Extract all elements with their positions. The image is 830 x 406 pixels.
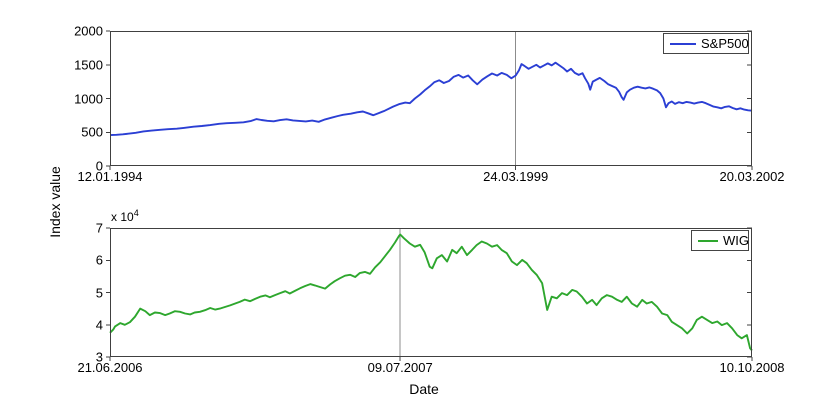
sp500-legend: S&P500 xyxy=(663,33,749,54)
sp500-legend-line-sample xyxy=(670,42,696,45)
y-axis-label: Index value xyxy=(47,166,63,238)
sp500-xtick-start: 12.01.1994 xyxy=(77,169,143,184)
sp500-subplot: 2000 1500 1000 500 0 12.01.1994 24.03.19… xyxy=(74,25,784,184)
wig-ytick-7: 7 xyxy=(95,220,103,236)
wig-xtick-marker: 09.07.2007 xyxy=(367,360,433,375)
wig-y-exponent-value: 4 xyxy=(133,208,139,218)
wig-y-exponent-prefix: x 10 xyxy=(111,210,134,224)
wig-line-chart xyxy=(106,227,753,361)
wig-legend-line-sample xyxy=(698,239,718,242)
wig-xtick-end: 10.10.2008 xyxy=(719,360,785,375)
wig-subplot: 7 6 5 4 3 21.06.2006 09.07.2007 10.10.20… xyxy=(77,222,784,375)
sp500-ytick-0: 0 xyxy=(95,158,103,174)
sp500-legend-label: S&P500 xyxy=(701,36,749,51)
sp500-xtick-marker: 24.03.1999 xyxy=(483,169,549,184)
sp500-ytick-500: 500 xyxy=(81,124,103,140)
wig-y-exponent-label: x 104 xyxy=(111,206,139,224)
wig-ytick-4: 4 xyxy=(95,317,103,333)
wig-ytick-5: 5 xyxy=(95,285,103,300)
wig-xtick-start: 21.06.2006 xyxy=(77,360,143,375)
wig-ytick-3: 3 xyxy=(95,349,103,365)
sp500-xtick-end: 20.03.2002 xyxy=(719,169,785,184)
wig-legend-label: WIG xyxy=(723,233,749,248)
sp500-ytick-1000: 1000 xyxy=(74,91,103,106)
wig-ytick-6: 6 xyxy=(95,252,103,268)
sp500-ytick-2000: 2000 xyxy=(74,23,103,39)
sp500-ytick-1500: 1500 xyxy=(74,57,103,73)
sp500-line-chart xyxy=(106,30,753,170)
wig-legend: WIG xyxy=(691,230,749,251)
x-axis-label: Date xyxy=(409,381,439,397)
